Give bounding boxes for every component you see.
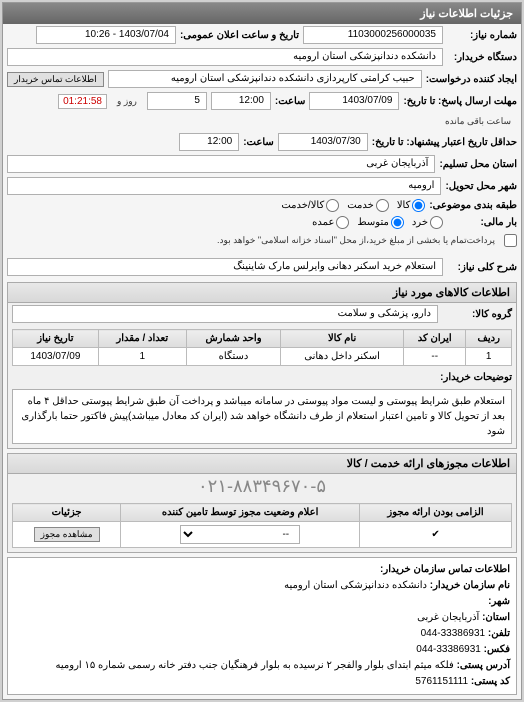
size-label: بار مالی: bbox=[447, 217, 517, 228]
permit-status-select[interactable]: -- bbox=[180, 525, 300, 544]
view-permit-button[interactable]: مشاهده مجوز bbox=[34, 527, 100, 542]
buyer-label: دستگاه خریدار: bbox=[447, 52, 517, 63]
col-date: تاریخ نیاز bbox=[13, 330, 99, 348]
reply-time-label: ساعت: bbox=[275, 96, 306, 107]
size-radio-group: خرد متوسط عمده bbox=[312, 216, 443, 229]
group-value: دارو، پزشکی و سلامت bbox=[12, 305, 438, 323]
budget-opt-b[interactable] bbox=[376, 199, 389, 212]
province-value: آذربایجان غربی bbox=[7, 155, 435, 173]
tel-value: 33386931-044 bbox=[421, 628, 486, 639]
remain-days: 5 bbox=[147, 92, 207, 110]
req-no-value: 1103000256000035 bbox=[303, 26, 443, 44]
province-label: استان محل تسلیم: bbox=[439, 159, 517, 170]
budget-class-label: طبقه بندی موضوعی: bbox=[429, 200, 517, 211]
contact-city-label: شهر: bbox=[488, 596, 510, 607]
col-qty: تعداد / مقدار bbox=[98, 330, 186, 348]
remain-label: روز و bbox=[111, 94, 143, 109]
col-name: نام کالا bbox=[281, 330, 404, 348]
settlement-checkbox[interactable] bbox=[504, 234, 517, 247]
buyer-note-label: توضیحات خریدار: bbox=[440, 372, 512, 383]
tel-label: تلفن: bbox=[488, 628, 510, 639]
reply-date: 1403/07/09 bbox=[309, 92, 399, 110]
city-value: ارومیه bbox=[7, 177, 441, 195]
permit-col-2: جزئیات bbox=[13, 504, 121, 522]
budget-opt-a[interactable] bbox=[412, 199, 425, 212]
validity-label: حداقل تاریخ اعتبار پیشنهاد: تا تاریخ: bbox=[372, 137, 517, 148]
city-label: شهر محل تحویل: bbox=[445, 181, 517, 192]
permit-col-0: الزامی بودن ارائه مجوز bbox=[360, 504, 512, 522]
settlement-note: پرداخت‌تمام یا بخشی از مبلغ خرید،از محل … bbox=[211, 233, 501, 248]
size-opt-c[interactable] bbox=[336, 216, 349, 229]
requester-label: ایجاد کننده درخواست: bbox=[426, 74, 517, 85]
budget-radio-group: کالا خدمت کالا/خدمت bbox=[281, 199, 425, 212]
col-irancode: ایران کد bbox=[404, 330, 466, 348]
requester-value: حبیب کرامتی کارپردازی دانشکده دندانپزشکی… bbox=[108, 70, 422, 88]
group-label: گروه کالا: bbox=[442, 309, 512, 320]
permit-required-cell: ✔ bbox=[360, 522, 512, 548]
contact-prov: آذربایجان غربی bbox=[417, 612, 479, 623]
table-row: 1 -- اسکنر داخل دهانی دستگاه 1 1403/07/0… bbox=[13, 348, 512, 366]
announce-label: تاریخ و ساعت اعلان عمومی: bbox=[180, 30, 299, 41]
post-label: کد پستی: bbox=[471, 676, 510, 687]
reply-time: 12:00 bbox=[211, 92, 271, 110]
org-value: دانشکده دندانپزشکی استان ارومیه bbox=[284, 580, 427, 591]
post-value: 5761151111 bbox=[415, 676, 468, 687]
permit-col-1: اعلام وضعیت مجوز توسط تامین کننده bbox=[121, 504, 360, 522]
subject-text: استعلام خرید اسکنر دهانی وایرلس مارک شای… bbox=[7, 258, 443, 276]
budget-opt-c[interactable] bbox=[326, 199, 339, 212]
fax-label: فکس: bbox=[484, 644, 510, 655]
panel-title: جزئیات اطلاعات نیاز bbox=[3, 3, 521, 24]
announce-value: 1403/07/04 - 10:26 bbox=[36, 26, 176, 44]
goods-section-title: اطلاعات کالاهای مورد نیاز bbox=[8, 283, 516, 303]
service-phone: ۰۲۱-۸۸۳۴۹۶۷۰-۵ bbox=[8, 474, 516, 499]
validity-time-label: ساعت: bbox=[243, 137, 274, 148]
validity-date: 1403/07/30 bbox=[278, 133, 368, 151]
permit-row: ✔ -- مشاهده مجوز bbox=[13, 522, 512, 548]
permit-status-cell: -- bbox=[121, 522, 360, 548]
remain-suffix: ساعت باقی مانده bbox=[439, 114, 517, 129]
req-no-label: شماره نیاز: bbox=[447, 30, 517, 41]
contact-prov-label: استان: bbox=[482, 612, 510, 623]
buyer-value: دانشکده دندانپزشکی استان ارومیه bbox=[7, 48, 443, 66]
permits-section-title: اطلاعات مجوزهای ارائه خدمت / کالا bbox=[8, 454, 516, 474]
col-unit: واحد شمارش bbox=[186, 330, 280, 348]
countdown-timer: 01:21:58 bbox=[58, 94, 107, 109]
permit-table: الزامی بودن ارائه مجوز اعلام وضعیت مجوز … bbox=[12, 503, 512, 548]
addr-value: فلکه میثم ابتدای بلوار والفجر ۲ نرسیده ب… bbox=[56, 660, 454, 671]
validity-time: 12:00 bbox=[179, 133, 239, 151]
goods-table: ردیف ایران کد نام کالا واحد شمارش تعداد … bbox=[12, 329, 512, 366]
contact-buyer-button[interactable]: اطلاعات تماس خریدار bbox=[7, 72, 104, 87]
subject-label: شرح کلی نیاز: bbox=[447, 262, 517, 273]
reply-deadline-label: مهلت ارسال پاسخ: تا تاریخ: bbox=[403, 96, 517, 107]
fax-value: 33386931-044 bbox=[416, 644, 481, 655]
size-opt-a[interactable] bbox=[430, 216, 443, 229]
contact-title: اطلاعات تماس سازمان خریدار: bbox=[380, 564, 510, 575]
size-opt-b[interactable] bbox=[391, 216, 404, 229]
org-label: نام سازمان خریدار: bbox=[430, 580, 510, 591]
col-row: ردیف bbox=[466, 330, 512, 348]
buyer-note-text: استعلام طبق شرایط پیوستی و لیست مواد پیو… bbox=[12, 389, 512, 444]
addr-label: آدرس پستی: bbox=[457, 660, 510, 671]
buyer-contact-block: اطلاعات تماس سازمان خریدار: نام سازمان خ… bbox=[7, 557, 517, 695]
